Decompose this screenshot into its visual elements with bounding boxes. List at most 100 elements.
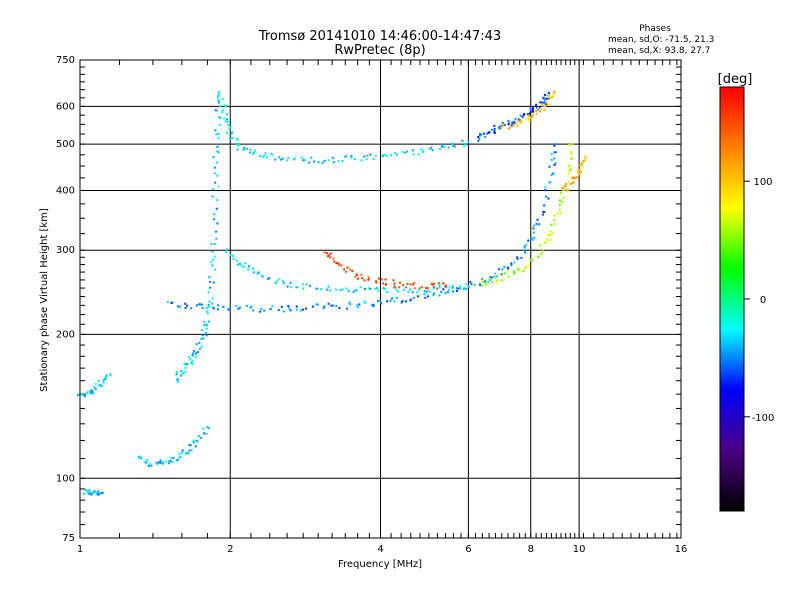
data-point [202,427,205,430]
data-point [205,334,208,337]
data-point [147,464,150,467]
data-point [98,384,101,387]
data-point [232,257,235,260]
data-point [519,118,522,121]
data-point [514,117,517,120]
x-tick-label: 16 [675,544,688,555]
data-point [532,238,535,241]
data-point [271,305,274,308]
data-point [282,310,285,313]
data-point [216,174,219,177]
data-point [500,274,503,277]
data-point [102,381,105,384]
data-point [182,372,185,375]
data-point [211,250,214,253]
data-point [186,304,189,307]
data-point [369,287,372,290]
data-point [390,297,393,300]
data-point [178,305,181,308]
data-point [80,393,83,396]
data-point [553,91,556,94]
data-point [201,307,204,310]
data-point [277,309,280,312]
data-point [510,124,513,127]
data-point [404,300,407,303]
data-point [582,160,585,163]
data-point [546,94,549,97]
data-point [91,389,94,392]
data-point [567,180,570,183]
data-point [438,284,441,287]
data-point [501,122,504,125]
y-tick-label: 100 [56,473,75,484]
data-point [208,300,211,303]
data-point [203,320,206,323]
data-point [535,103,538,106]
data-point [572,177,575,180]
colorbar-label: [deg] [718,72,753,87]
data-point [398,286,401,289]
data-point [195,439,198,442]
data-point [441,145,444,148]
data-point [341,160,344,163]
data-point [327,255,330,258]
data-point [562,196,565,199]
data-point [310,156,313,159]
data-point [205,323,208,326]
data-point [507,275,510,278]
data-point [485,284,488,287]
data-point [198,303,201,306]
data-point [338,264,341,267]
data-point [364,287,367,290]
data-point [340,264,343,267]
data-point [184,302,187,305]
data-point [219,105,222,108]
data-point [302,287,305,290]
data-point [532,224,535,227]
data-point [487,131,490,134]
data-point [292,158,295,161]
data-point [509,122,512,125]
data-point [545,97,548,100]
data-point [261,275,264,278]
data-point [242,148,245,151]
data-point [216,222,219,225]
data-point [208,286,211,289]
data-point [88,489,91,492]
data-point [89,391,92,394]
data-point [448,285,451,288]
data-point [360,159,363,162]
data-point [278,278,281,281]
data-point [377,277,380,280]
data-point [480,133,483,136]
data-point [159,459,162,462]
y-tick-labels: 75 100 200 300 400 500 600 750 [56,55,75,544]
data-point [278,156,281,159]
data-point [501,123,504,126]
data-point [344,155,347,158]
data-point [228,137,231,140]
data-point [513,120,516,123]
data-point [335,305,338,308]
data-point [211,306,214,309]
phase-stats-o: mean, sd,O: -71.5, 21.3 [608,35,714,45]
data-point [581,162,584,165]
data-point [549,239,552,242]
data-point [304,159,307,162]
data-point [390,154,393,157]
data-point [247,268,250,271]
data-point [432,287,435,290]
data-point [420,286,423,289]
data-point [190,449,193,452]
data-point [216,199,219,202]
data-point [495,281,498,284]
data-point [77,394,80,397]
data-point [529,259,532,262]
data-point [217,137,220,140]
data-point [140,457,143,460]
data-point [175,373,178,376]
data-point [409,283,412,286]
data-point [440,290,443,293]
data-point [296,286,299,289]
data-point [538,223,541,226]
